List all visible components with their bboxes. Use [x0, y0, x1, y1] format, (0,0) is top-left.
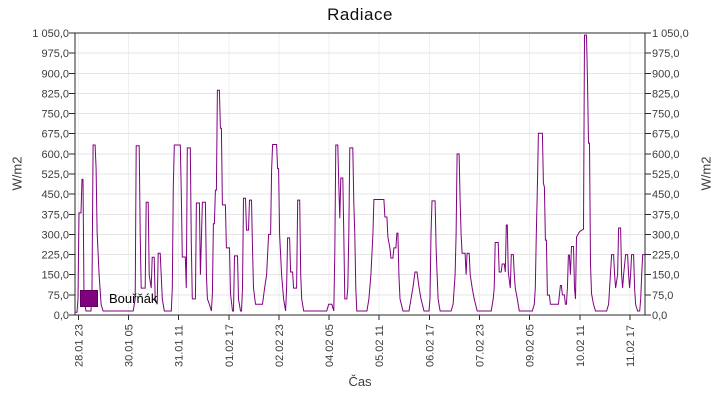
- x-axis-title: Čas: [348, 374, 372, 389]
- y-tick-label-right: 675,0: [652, 129, 680, 141]
- y-tick-label-left: 0,0: [54, 310, 69, 322]
- y-tick-label-right: 225,0: [652, 250, 680, 262]
- x-tick-label: 01.02 17: [224, 324, 236, 367]
- y-tick-label-left: 450,0: [41, 189, 69, 201]
- y-tick-label-right: 150,0: [652, 270, 680, 282]
- x-tick-label: 02.02 23: [274, 324, 286, 367]
- y-tick-label-left: 1 050,0: [32, 28, 69, 40]
- y-tick-label-left: 975,0: [41, 48, 69, 60]
- y-tick-label-right: 975,0: [652, 48, 680, 60]
- legend-label: Bouřňák: [109, 291, 158, 306]
- y-axis-title-right: W/m2: [698, 156, 714, 191]
- y-tick-label-right: 525,0: [652, 169, 680, 181]
- y-tick-label-right: 0,0: [652, 310, 667, 322]
- x-tick-label: 11.02 17: [625, 325, 637, 367]
- y-tick-label-left: 300,0: [41, 229, 69, 241]
- y-axis-title-left: W/m2: [9, 156, 25, 191]
- y-tick-label-right: 600,0: [652, 149, 680, 161]
- y-tick-label-right: 450,0: [652, 189, 680, 201]
- y-tick-label-left: 525,0: [41, 169, 69, 181]
- x-axis-tick-labels: 28.01 23 30.01 05 31.01 11 01.02 17 02.02 23…: [73, 324, 637, 367]
- y-tick-label-right: 300,0: [652, 229, 680, 241]
- x-tick-label: 30.01 05: [124, 324, 136, 367]
- y-tick-label-left: 750,0: [41, 109, 69, 121]
- y-gridlines: [75, 52, 645, 296]
- x-tick-label: 10.02 11: [575, 325, 587, 367]
- x-tick-label: 07.02 23: [475, 324, 487, 367]
- y-tick-label-right: 825,0: [652, 88, 680, 100]
- x-tick-label: 04.02 05: [324, 324, 336, 367]
- x-tick-label: 31.01 11: [174, 325, 186, 367]
- y-axis-ticks: [69, 32, 651, 316]
- y-tick-label-right: 750,0: [652, 109, 680, 121]
- legend-swatch: [80, 290, 98, 307]
- series-line-bournak: [75, 34, 646, 313]
- y-tick-label-right: 75,0: [652, 290, 673, 302]
- chart-title: Radiace: [327, 5, 393, 24]
- y-axis-tick-labels: 0,0 0,0 75,0 75,0 150,0 150,0 225,0 225,0 300,0 3…: [32, 28, 688, 322]
- y-tick-label-left: 75,0: [48, 290, 69, 302]
- y-tick-label-left: 225,0: [41, 250, 69, 262]
- y-tick-label-left: 825,0: [41, 88, 69, 100]
- y-tick-label-left: 675,0: [41, 129, 69, 141]
- y-tick-label-left: 375,0: [41, 209, 69, 221]
- legend[interactable]: Bouřňák: [80, 290, 157, 307]
- y-tick-label-left: 900,0: [41, 68, 69, 80]
- y-tick-label-left: 150,0: [41, 270, 69, 282]
- x-tick-label: 06.02 17: [424, 324, 436, 367]
- y-tick-label-left: 600,0: [41, 149, 69, 161]
- x-tick-label: 28.01 23: [73, 324, 85, 367]
- x-tick-label: 05.02 11: [374, 325, 386, 367]
- x-tick-label: 09.02 05: [525, 324, 537, 367]
- y-tick-label-right: 1 050,0: [652, 28, 689, 40]
- y-tick-label-right: 900,0: [652, 68, 680, 80]
- x-axis-ticks: [77, 315, 631, 320]
- y-tick-label-right: 375,0: [652, 209, 680, 221]
